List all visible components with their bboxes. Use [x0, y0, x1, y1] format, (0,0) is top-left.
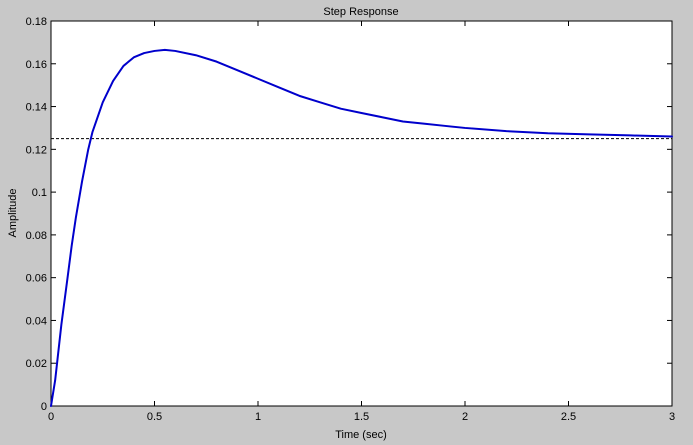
x-tick-label: 0 [48, 411, 54, 423]
y-tick-label: 0.1 [32, 187, 47, 199]
y-tick-label: 0.14 [26, 102, 47, 114]
x-axis-title: Time (sec) [335, 429, 387, 441]
x-tick-label: 2.5 [561, 411, 576, 423]
series-layer [50, 48, 673, 407]
x-tick-label: 1.5 [354, 411, 369, 423]
y-tick-label: 0.16 [26, 59, 47, 71]
x-tick-label: 2 [462, 411, 468, 423]
y-tick-label: 0.18 [26, 16, 47, 28]
plot-area [50, 20, 673, 407]
y-tick-label: 0.04 [26, 315, 47, 327]
y-axis-title: Amplitude [7, 189, 19, 238]
y-tick-label: 0.06 [26, 273, 47, 285]
y-tick-label: 0.12 [26, 144, 47, 156]
x-tick-label: 0.5 [147, 411, 162, 423]
y-tick-label: 0 [41, 401, 47, 413]
y-tick-label: 0.08 [26, 230, 47, 242]
x-tick-label: 3 [669, 411, 675, 423]
step-response-series-line [50, 48, 673, 407]
y-tick-label: 0.02 [26, 358, 47, 370]
chart-title: Step Response [323, 6, 398, 18]
ticks-layer: 0 0.5 1 1.5 2 2.5 3 0 0.02 0.04 0.06 0.08 0.1 0.12 0.1… [26, 16, 675, 423]
x-tick-label: 1 [255, 411, 261, 423]
